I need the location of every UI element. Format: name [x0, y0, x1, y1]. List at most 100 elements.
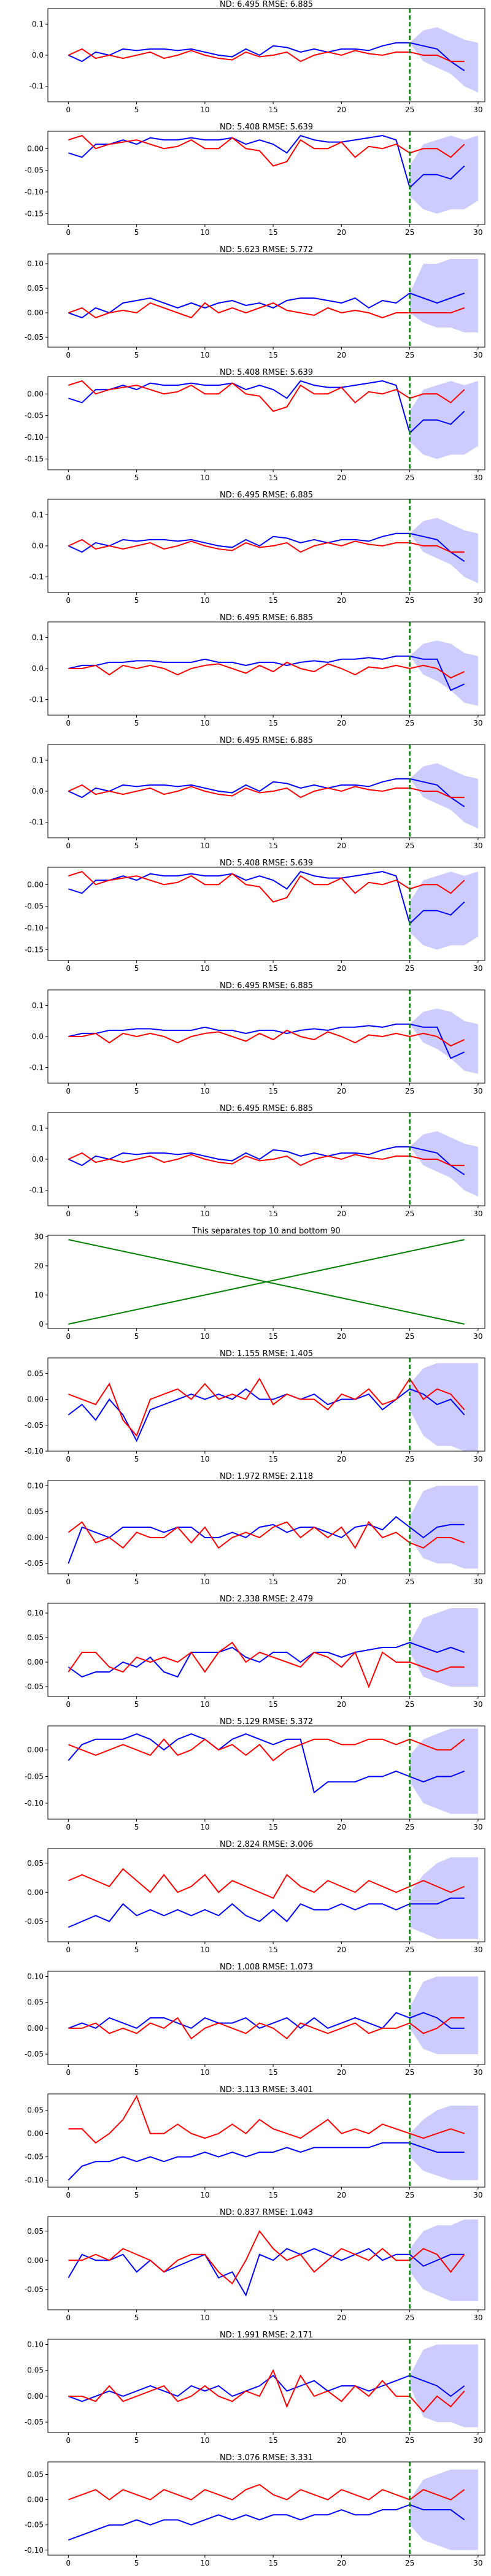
x-tick-label: 30 — [473, 1945, 482, 1954]
y-tick-label: -0.15 — [25, 209, 44, 218]
series-line-2 — [68, 2229, 465, 2285]
x-tick-label: 30 — [473, 105, 482, 114]
x-tick-label: 15 — [268, 2068, 277, 2077]
forecast-band — [409, 1131, 478, 1197]
x-tick-label: 15 — [268, 1700, 277, 1709]
x-tick-label: 30 — [473, 1823, 482, 1831]
y-tick-label: -0.05 — [25, 333, 44, 342]
x-tick-label: 10 — [200, 2068, 209, 2077]
chart-panel-2: ND: 5.408 RMSE: 5.639 0 5 10 15 20 25 30 0.00 -0.… — [25, 123, 485, 237]
y-tick-label: 0.00 — [27, 1395, 44, 1404]
chart-title: ND: 2.338 RMSE: 2.479 — [220, 1595, 313, 1604]
x-tick-label: 20 — [337, 2313, 346, 2322]
x-tick-label: 25 — [405, 1455, 414, 1463]
x-tick-label: 20 — [337, 228, 346, 237]
x-tick-label: 15 — [268, 473, 277, 482]
x-tick-label: 5 — [134, 105, 139, 114]
y-tick-label: 0.00 — [27, 1533, 44, 1542]
x-tick-label: 25 — [405, 596, 414, 605]
forecast-band — [409, 381, 478, 459]
x-tick-label: 5 — [134, 473, 139, 482]
y-tick-label: 0.00 — [27, 1658, 44, 1666]
x-tick-label: 0 — [66, 351, 71, 359]
y-tick-label: 0.0 — [32, 51, 44, 59]
chart-panel-1: ND: 6.495 RMSE: 6.885 0 5 10 15 20 25 30 0.1 0.0 -… — [29, 0, 485, 114]
y-tick-label: 0.05 — [27, 2106, 44, 2115]
x-tick-label: 10 — [200, 964, 209, 973]
series-line-2 — [68, 48, 465, 63]
x-tick-label: 15 — [268, 2313, 277, 2322]
series-line-2 — [68, 1239, 465, 1325]
forecast-band — [409, 136, 478, 214]
x-tick-label: 20 — [337, 596, 346, 605]
y-tick-label: -0.10 — [25, 2176, 44, 2185]
y-tick-label: -0.1 — [29, 1186, 44, 1195]
x-tick-label: 10 — [200, 841, 209, 850]
series-line-2 — [68, 2095, 465, 2144]
plot-frame — [47, 1603, 485, 1697]
x-tick-label: 10 — [200, 2313, 209, 2322]
x-tick-label: 25 — [405, 1087, 414, 1095]
x-tick-label: 10 — [200, 1087, 209, 1095]
y-tick-label: -0.05 — [25, 2418, 44, 2426]
forecast-band — [409, 2219, 478, 2301]
chart-panel-17: ND: 1.008 RMSE: 1.073 0 5 10 15 20 25 30 0.10 0.0… — [25, 1963, 485, 2077]
chart-title: ND: 0.837 RMSE: 1.043 — [220, 2208, 313, 2217]
x-tick-label: 5 — [134, 2313, 139, 2322]
x-tick-label: 20 — [337, 964, 346, 973]
chart-title: ND: 1.155 RMSE: 1.405 — [220, 1349, 313, 1359]
x-tick-label: 0 — [66, 719, 71, 727]
x-tick-label: 25 — [405, 719, 414, 727]
plot-frame — [47, 2216, 485, 2310]
forecast-band — [409, 2106, 478, 2180]
chart-panel-13: ND: 1.972 RMSE: 2.118 0 5 10 15 20 25 30 0.10 0.0… — [25, 1472, 485, 1586]
y-tick-label: -0.10 — [25, 1447, 44, 1455]
x-tick-label: 10 — [200, 2559, 209, 2567]
chart-title: ND: 6.495 RMSE: 6.885 — [220, 1104, 313, 1113]
x-tick-label: 25 — [405, 351, 414, 359]
x-tick-label: 10 — [200, 473, 209, 482]
y-tick-label: 0.1 — [32, 510, 44, 519]
x-tick-label: 20 — [337, 1577, 346, 1586]
x-tick-label: 30 — [473, 228, 482, 237]
x-tick-label: 30 — [473, 841, 482, 850]
chart-panel-7: ND: 6.495 RMSE: 6.885 0 5 10 15 20 25 30 0.1 0.0 -… — [29, 736, 485, 850]
x-tick-label: 20 — [337, 2559, 346, 2567]
forecast-band — [409, 27, 478, 93]
x-tick-label: 5 — [134, 2068, 139, 2077]
y-tick-label: 0.00 — [27, 2024, 44, 2033]
plot-frame — [47, 1480, 485, 1574]
chart-panel-15: ND: 5.129 RMSE: 5.372 0 5 10 15 20 25 30 0.00 -0.… — [25, 1717, 485, 1831]
x-tick-label: 0 — [66, 1087, 71, 1095]
y-tick-label: 0.05 — [27, 2366, 44, 2375]
x-tick-label: 5 — [134, 964, 139, 973]
x-tick-label: 30 — [473, 1209, 482, 1218]
x-tick-label: 15 — [268, 1332, 277, 1341]
x-tick-label: 15 — [268, 1087, 277, 1095]
x-tick-label: 0 — [66, 1209, 71, 1218]
y-tick-label: -0.05 — [25, 1559, 44, 1568]
forecast-band — [409, 1857, 478, 1939]
x-tick-label: 25 — [405, 841, 414, 850]
x-tick-label: 0 — [66, 596, 71, 605]
plot-frame — [47, 1357, 485, 1452]
y-tick-label: 0.05 — [27, 2227, 44, 2236]
x-tick-label: 25 — [405, 2313, 414, 2322]
x-tick-label: 25 — [405, 2436, 414, 2445]
x-tick-label: 25 — [405, 1332, 414, 1341]
y-tick-label: -0.05 — [25, 902, 44, 911]
x-tick-label: 30 — [473, 351, 482, 359]
x-tick-label: 15 — [268, 351, 277, 359]
x-tick-label: 20 — [337, 2436, 346, 2445]
series-line-2 — [68, 2483, 465, 2501]
chart-title: ND: 1.972 RMSE: 2.118 — [220, 1472, 313, 1481]
x-tick-label: 0 — [66, 841, 71, 850]
x-tick-label: 30 — [473, 1700, 482, 1709]
x-tick-label: 25 — [405, 964, 414, 973]
plot-frame — [47, 1235, 485, 1329]
x-tick-label: 25 — [405, 105, 414, 114]
x-tick-label: 10 — [200, 228, 209, 237]
series-line-1 — [68, 1897, 465, 1928]
x-tick-label: 5 — [134, 2436, 139, 2445]
